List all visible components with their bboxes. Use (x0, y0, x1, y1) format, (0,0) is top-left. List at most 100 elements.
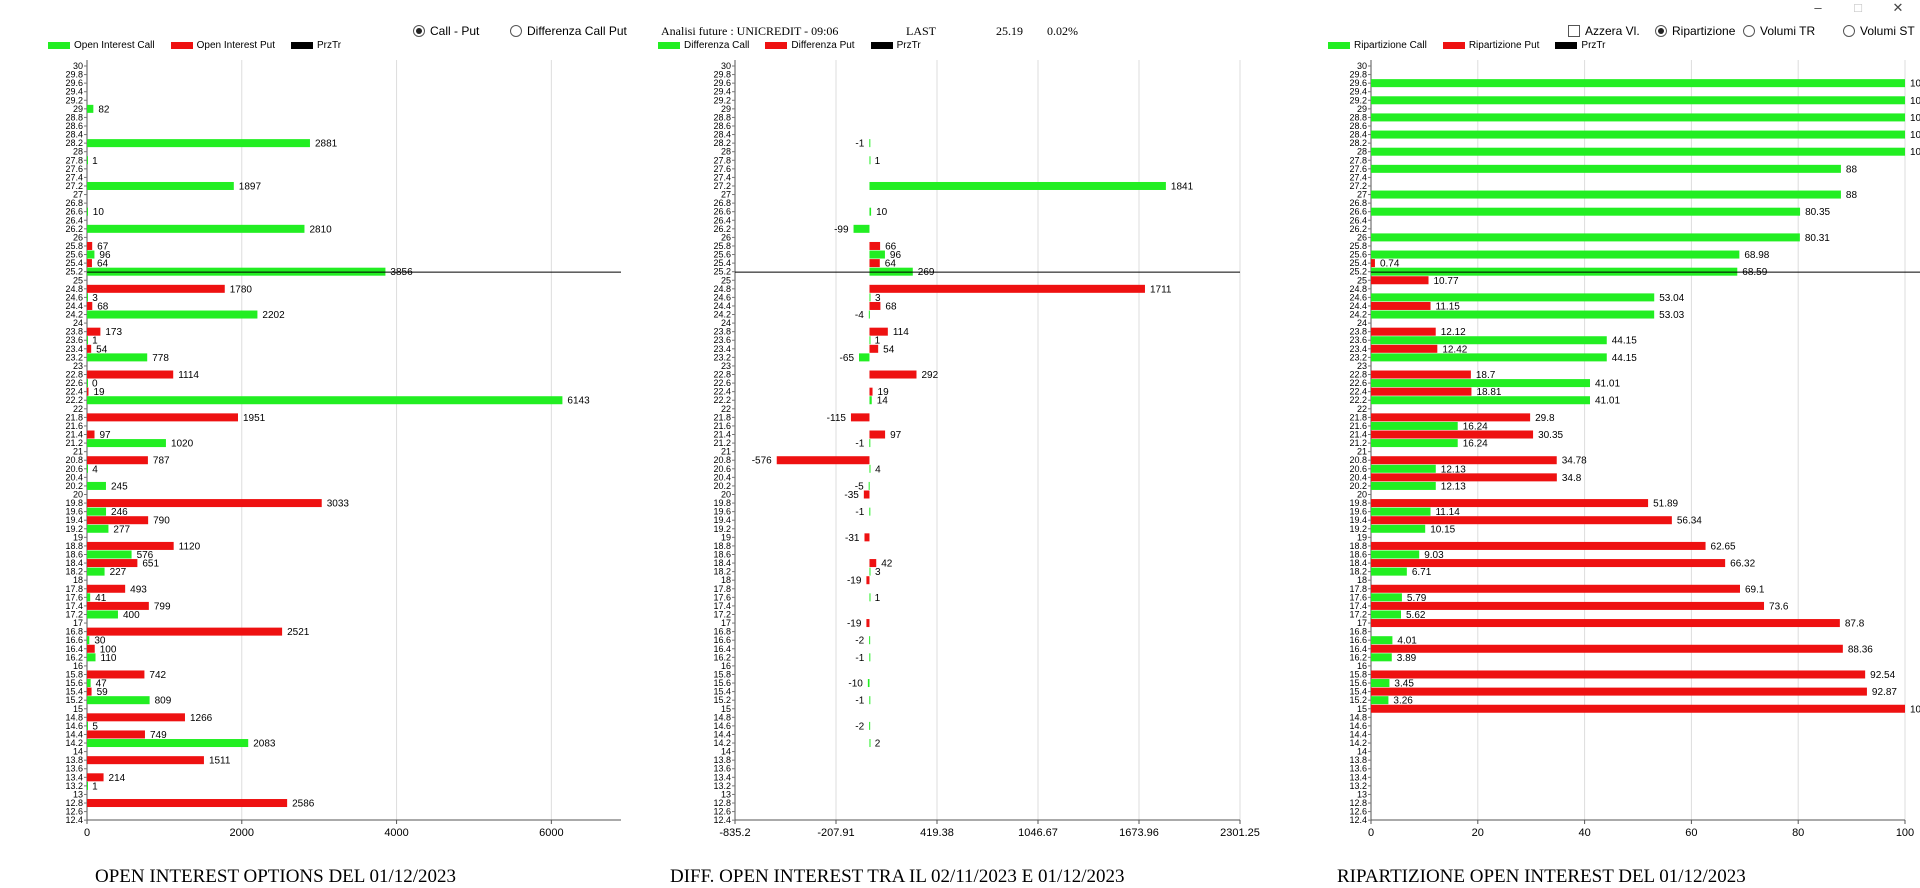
y-tick-label: 16 (73, 661, 83, 671)
y-tick-label: 21 (721, 447, 731, 457)
radio-volumi-tr[interactable]: Volumi TR (1743, 24, 1815, 38)
oi-put-bar (87, 559, 138, 568)
y-tick-label: 15.8 (713, 669, 731, 679)
diff-call-bar (868, 310, 870, 319)
last-change: 0.02% (1047, 24, 1078, 38)
diff-call-bar (867, 679, 870, 688)
oi-call-data-label: 10 (93, 207, 105, 218)
oi-put-data-label: 173 (105, 327, 122, 338)
y-tick-label: 16.2 (1349, 652, 1367, 662)
diff-call-data-label: 1 (875, 336, 881, 347)
close-icon[interactable]: ✕ (1892, 0, 1904, 15)
y-tick-label: 13.6 (1349, 764, 1367, 774)
diff-put-bar (863, 490, 870, 499)
y-tick-label: 12.6 (65, 807, 83, 817)
diff-call-data-label: -1 (855, 696, 864, 707)
y-tick-label: 13.4 (65, 772, 83, 782)
minimize-icon[interactable]: – (1814, 0, 1822, 15)
y-tick-label: 24.8 (713, 284, 731, 294)
y-tick-label: 17.2 (1349, 609, 1367, 619)
rip-call-data-label: 9.03 (1424, 550, 1444, 561)
oi-call-data-label: 1020 (171, 439, 194, 450)
oi-call-data-label: 3 (92, 293, 98, 304)
oi-put-data-label: 59 (97, 687, 109, 698)
y-tick-label: 27.8 (65, 155, 83, 165)
x-tick-label: 60 (1685, 827, 1697, 839)
y-tick-label: 17.8 (1349, 584, 1367, 594)
y-tick-label: 13 (721, 789, 731, 799)
maximize-icon[interactable]: □ (1854, 0, 1862, 15)
radio-call-put[interactable]: Call - Put (413, 24, 479, 38)
diff-call-bar (859, 353, 870, 362)
diff-call-bar (869, 207, 872, 216)
oi-call-bar (87, 396, 563, 405)
oi-call-bar (87, 336, 88, 345)
y-tick-label: 22 (1357, 404, 1367, 414)
y-tick-label: 23.2 (1349, 352, 1367, 362)
oi-put-bar (87, 327, 101, 336)
y-tick-label: 20.2 (713, 481, 731, 491)
y-tick-label: 15.2 (713, 695, 731, 705)
oi-put-data-label: 1511 (209, 756, 231, 767)
y-tick-label: 16.4 (65, 644, 83, 654)
rip-call-data-label: 6.71 (1412, 567, 1432, 578)
radio-volumi-st[interactable]: Volumi ST (1843, 24, 1915, 38)
oi-put-bar (87, 799, 288, 808)
diff-put-bar (869, 259, 880, 268)
y-tick-label: 21.8 (713, 412, 731, 422)
oi-call-data-label: 1 (92, 336, 98, 347)
y-tick-label: 23.6 (65, 335, 83, 345)
rip-put-bar (1371, 259, 1375, 268)
rip-call-data-label: 100 (1910, 96, 1920, 107)
rip-put-data-label: 34.78 (1562, 456, 1587, 467)
rip-put-bar (1371, 644, 1843, 653)
rip-call-data-label: 3.45 (1394, 679, 1414, 690)
y-tick-label: 23.8 (1349, 327, 1367, 337)
y-tick-label: 19.6 (65, 507, 83, 517)
oi-call-bar (87, 104, 94, 113)
diff-call-data-label: -65 (840, 353, 855, 364)
rip-call-data-label: 100 (1910, 147, 1920, 158)
rip-call-data-label: 5.62 (1406, 610, 1426, 621)
y-tick-label: 23.2 (713, 352, 731, 362)
y-tick-label: 19.4 (65, 515, 83, 525)
diff-put-data-label: 114 (893, 327, 909, 338)
oi-call-data-label: 400 (123, 610, 140, 621)
x-tick-label: 2301.25 (1220, 827, 1260, 839)
radio-diff-call-put[interactable]: Differenza Call Put (510, 24, 627, 38)
y-tick-label: 15 (73, 704, 83, 714)
rip-call-bar (1371, 353, 1607, 362)
y-tick-label: 13.2 (713, 781, 731, 791)
y-tick-label: 29.8 (713, 70, 731, 80)
checkbox-azzera[interactable]: Azzera Vl. (1568, 24, 1640, 38)
y-tick-label: 28 (73, 147, 83, 157)
oi-call-bar (87, 636, 90, 645)
oi-call-bar (87, 439, 166, 448)
y-tick-label: 17.8 (65, 584, 83, 594)
y-tick-label: 19 (73, 532, 83, 542)
oi-put-data-label: 67 (97, 241, 109, 252)
oi-put-bar (87, 499, 322, 508)
y-tick-label: 21.6 (1349, 421, 1367, 431)
y-tick-label: 26 (73, 232, 83, 242)
oi-call-data-label: 1 (92, 781, 98, 792)
legend-item-put: Open Interest Put (170, 40, 275, 51)
y-tick-label: 23.6 (713, 335, 731, 345)
y-tick-label: 21.8 (65, 412, 83, 422)
diff-call-data-label: -2 (855, 636, 864, 647)
oi-call-bar (87, 310, 258, 319)
diff-put-bar (776, 456, 870, 465)
oi-call-bar (87, 550, 132, 559)
legend-item-put: Ripartizione Put (1442, 40, 1539, 51)
y-tick-label: 23 (721, 361, 731, 371)
y-tick-label: 15.8 (65, 669, 83, 679)
legend-chart-2: Differenza Call Differenza Put PrzTr (658, 40, 937, 51)
oi-call-bar (87, 679, 91, 688)
oi-put-data-label: 790 (153, 516, 170, 527)
rip-call-data-label: 88 (1846, 190, 1858, 201)
y-tick-label: 16.4 (713, 644, 731, 654)
diff-put-bar (869, 327, 888, 336)
diff-call-bar (869, 439, 871, 448)
x-tick-label: 100 (1896, 827, 1914, 839)
radio-ripartizione[interactable]: Ripartizione (1655, 24, 1735, 38)
